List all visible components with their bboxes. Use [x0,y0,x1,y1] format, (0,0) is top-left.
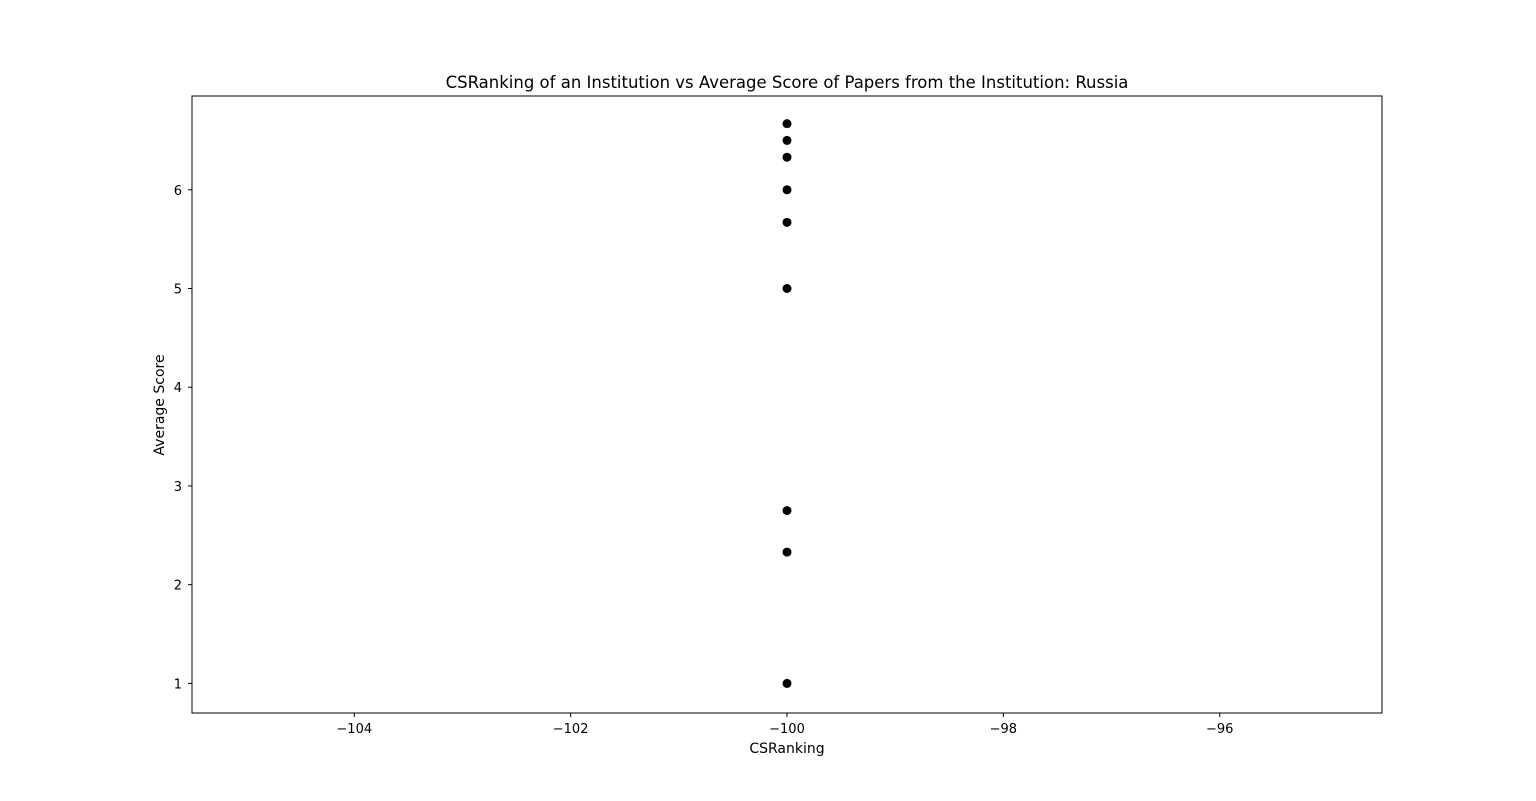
scatter-point [782,284,792,294]
scatter-point [782,506,792,516]
x-tick-label: −104 [336,722,372,737]
x-tick-label: −96 [1206,722,1233,737]
x-tick-label: −98 [990,722,1017,737]
scatter-point [782,135,792,145]
scatter-point [782,547,792,557]
scatter-points [782,119,792,688]
y-axis: 1 2 3 4 5 6 [174,184,192,692]
chart-title: CSRanking of an Institution vs Average S… [446,73,1129,92]
y-tick-label: 3 [174,480,182,495]
scatter-point [782,152,792,162]
scatter-point [782,678,792,688]
x-tick-label: −100 [769,722,805,737]
y-axis-label: Average Score [152,354,168,455]
y-tick-label: 5 [174,283,182,298]
y-tick-label: 1 [174,677,182,692]
y-tick-label: 2 [174,579,182,594]
scatter-point [782,217,792,227]
x-axis: −104 −102 −100 −98 −96 [336,713,1233,737]
scatter-point [782,185,792,195]
scatter-point [782,119,792,129]
y-tick-label: 6 [174,184,182,199]
x-axis-label: CSRanking [749,741,824,757]
x-tick-label: −102 [553,722,589,737]
y-tick-label: 4 [174,381,182,396]
